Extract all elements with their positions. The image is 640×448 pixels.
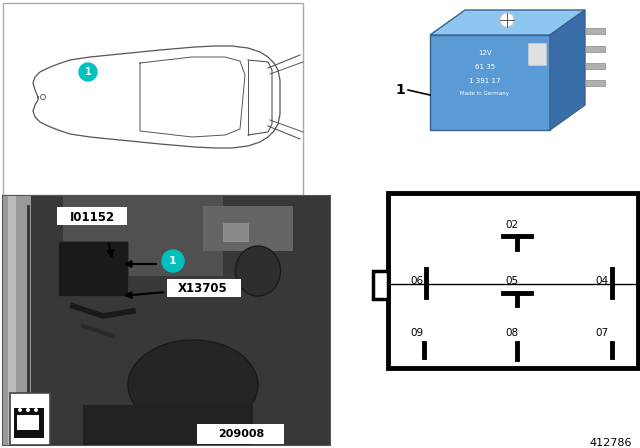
FancyBboxPatch shape xyxy=(167,279,241,297)
Bar xyxy=(63,196,223,276)
Circle shape xyxy=(500,13,514,27)
Bar xyxy=(58,241,128,296)
Bar xyxy=(14,408,44,438)
Polygon shape xyxy=(585,80,605,86)
FancyBboxPatch shape xyxy=(197,424,284,444)
Text: 412786: 412786 xyxy=(589,438,632,448)
Bar xyxy=(373,271,388,298)
Ellipse shape xyxy=(236,246,280,296)
Text: I01152: I01152 xyxy=(69,211,115,224)
Circle shape xyxy=(162,250,184,272)
Text: 1: 1 xyxy=(84,67,92,77)
Text: 209008: 209008 xyxy=(218,429,264,439)
Bar xyxy=(528,43,546,65)
Text: 08: 08 xyxy=(505,328,518,338)
Text: 1: 1 xyxy=(395,83,405,97)
Polygon shape xyxy=(430,10,585,35)
Circle shape xyxy=(26,408,30,412)
Ellipse shape xyxy=(128,340,258,430)
Text: 05: 05 xyxy=(505,276,518,286)
Circle shape xyxy=(18,408,22,412)
FancyBboxPatch shape xyxy=(57,207,127,225)
Bar xyxy=(83,405,253,445)
Text: 06: 06 xyxy=(410,276,423,286)
Bar xyxy=(31,196,330,445)
Bar xyxy=(3,196,330,445)
Bar xyxy=(388,193,638,368)
Bar xyxy=(3,3,303,195)
Text: 12V: 12V xyxy=(478,50,492,56)
Polygon shape xyxy=(585,46,605,52)
Polygon shape xyxy=(585,28,605,34)
Polygon shape xyxy=(550,10,585,130)
Bar xyxy=(10,393,50,445)
Bar xyxy=(3,196,31,445)
Bar xyxy=(8,196,16,445)
Text: 07: 07 xyxy=(595,328,608,338)
Bar xyxy=(203,206,293,251)
Circle shape xyxy=(34,408,38,412)
Text: 02: 02 xyxy=(505,220,518,230)
Text: 1: 1 xyxy=(169,256,177,266)
Text: 1 391 17: 1 391 17 xyxy=(469,78,500,84)
Text: 61 35: 61 35 xyxy=(475,64,495,70)
Bar xyxy=(638,271,640,298)
Text: 09: 09 xyxy=(410,328,423,338)
Text: Made in Germany: Made in Germany xyxy=(461,90,509,95)
Polygon shape xyxy=(585,63,605,69)
Bar xyxy=(223,223,248,241)
Bar xyxy=(17,415,39,430)
Bar xyxy=(430,35,550,130)
Text: 04: 04 xyxy=(595,276,608,286)
Text: X13705: X13705 xyxy=(178,283,228,296)
Circle shape xyxy=(79,63,97,81)
